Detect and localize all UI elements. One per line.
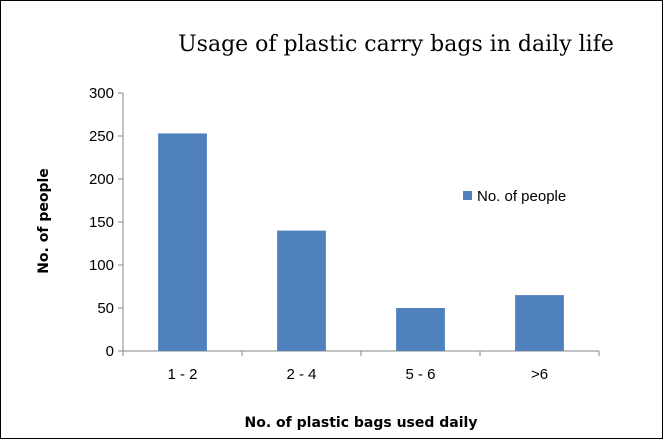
bar — [277, 230, 326, 351]
y-tick-label: 200 — [89, 171, 114, 188]
y-tick-label: 300 — [89, 85, 114, 102]
chart-title: Usage of plastic carry bags in daily lif… — [178, 32, 614, 57]
bar — [396, 308, 445, 351]
x-axis: 1 - 2 2 - 4 5 - 6 >6 — [122, 350, 600, 383]
x-tick-label: 5 - 6 — [405, 366, 435, 383]
legend-label: No. of people — [477, 188, 566, 205]
y-tick-label: 250 — [89, 128, 114, 145]
x-tick-label: 1 - 2 — [167, 366, 197, 383]
y-tick-label: 0 — [106, 343, 114, 360]
y-tick-label: 100 — [89, 257, 114, 274]
x-axis-title: No. of plastic bags used daily — [245, 415, 478, 431]
legend: No. of people — [463, 188, 566, 205]
x-tick-label: 2 - 4 — [286, 366, 316, 383]
bars — [158, 133, 564, 351]
y-tick-label: 50 — [97, 300, 114, 317]
y-axis-title: No. of people — [36, 168, 52, 274]
x-tick-label: >6 — [531, 366, 548, 383]
bar — [515, 295, 564, 351]
bar — [158, 133, 207, 351]
y-tick-label: 150 — [89, 214, 114, 231]
legend-swatch — [463, 191, 472, 200]
y-axis: 0 50 100 150 200 250 300 — [89, 85, 124, 360]
